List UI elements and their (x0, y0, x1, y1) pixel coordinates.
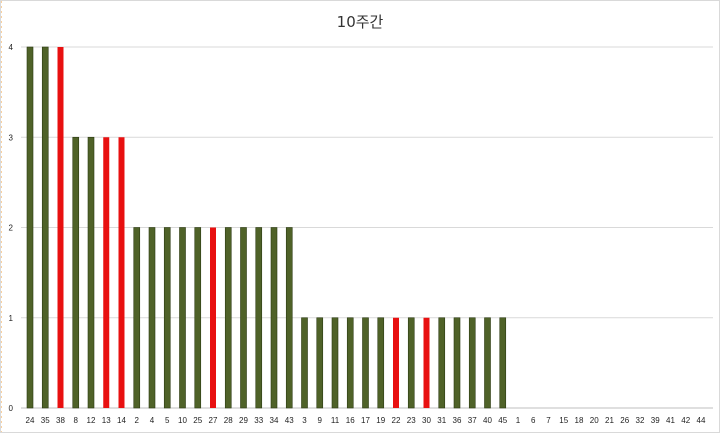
x-tick-label: 15 (559, 416, 568, 425)
bar-36 (453, 317, 461, 409)
bar-25 (194, 227, 202, 409)
y-tick-label: 2 (9, 224, 14, 233)
bar-2 (133, 227, 141, 409)
bar-37 (468, 317, 476, 409)
x-tick-label: 26 (620, 416, 629, 425)
x-tick-label: 23 (407, 416, 416, 425)
bar-35 (41, 46, 49, 409)
y-tick-label: 4 (9, 43, 14, 52)
bar-14 (118, 137, 125, 408)
x-tick-label: 40 (483, 416, 492, 425)
x-tick-label: 16 (346, 416, 355, 425)
x-tick-label: 8 (74, 416, 79, 425)
x-tick-label: 14 (117, 416, 126, 425)
bar-16 (346, 317, 354, 409)
x-tick-label: 24 (26, 416, 35, 425)
x-tick-label: 10 (178, 416, 187, 425)
bar-33 (255, 227, 263, 409)
x-tick-label: 11 (331, 416, 340, 425)
bar-19 (377, 317, 385, 409)
x-tick-label: 44 (697, 416, 706, 425)
x-tick-label: 42 (681, 416, 690, 425)
x-tick-label: 37 (468, 416, 477, 425)
x-tick-label: 20 (590, 416, 599, 425)
chart-title: 10주간 (336, 13, 384, 31)
x-tick-label: 21 (605, 416, 614, 425)
bar-13 (103, 137, 110, 408)
x-tick-label: 38 (56, 416, 65, 425)
bar-17 (362, 317, 369, 409)
x-tick-label: 2 (135, 416, 140, 425)
x-tick-label: 32 (636, 416, 645, 425)
x-tick-label: 22 (392, 416, 401, 425)
x-tick-label: 13 (102, 416, 111, 425)
bar-22 (393, 317, 399, 408)
x-tick-label: 1 (516, 416, 521, 425)
x-tick-label: 5 (165, 416, 170, 425)
bar-5 (163, 227, 171, 409)
y-tick-label: 0 (9, 404, 14, 413)
x-tick-label: 39 (651, 416, 660, 425)
bar-27 (210, 227, 216, 408)
x-tick-label: 3 (302, 416, 307, 425)
x-tick-label: 18 (575, 416, 584, 425)
bar-3 (301, 317, 308, 409)
x-tick-label: 12 (87, 416, 96, 425)
bar-24 (26, 46, 34, 409)
bar-43 (285, 227, 293, 409)
x-tick-label: 9 (318, 416, 323, 425)
x-tick-label: 31 (437, 416, 446, 425)
x-tick-label: 35 (41, 416, 50, 425)
y-tick-label: 1 (9, 314, 14, 323)
bar-9 (316, 317, 324, 409)
x-tick-label: 17 (361, 416, 370, 425)
x-tick-label: 4 (150, 416, 155, 425)
bar-11 (331, 317, 339, 409)
x-tick-label: 29 (239, 416, 248, 425)
bar-29 (240, 227, 247, 409)
left-edge-accent (1, 1, 2, 432)
bar-34 (270, 227, 278, 409)
x-tick-label: 7 (546, 416, 551, 425)
x-tick-label: 19 (376, 416, 385, 425)
x-tick-label: 45 (498, 416, 507, 425)
x-tick-label: 6 (531, 416, 536, 425)
x-tick-label: 27 (209, 416, 218, 425)
bar-40 (484, 317, 491, 409)
y-tick-label: 3 (9, 133, 14, 142)
bar-28 (224, 227, 232, 409)
bar-38 (57, 47, 64, 408)
x-tick-label: 30 (422, 416, 431, 425)
x-tick-label: 25 (193, 416, 202, 425)
bar-45 (499, 317, 507, 409)
x-tick-label: 41 (666, 416, 675, 425)
bar-4 (148, 227, 156, 409)
bar-8 (72, 136, 80, 409)
x-tick-label: 36 (453, 416, 462, 425)
x-tick-label: 43 (285, 416, 294, 425)
bar-31 (438, 317, 446, 409)
x-tick-label: 34 (270, 416, 279, 425)
bar-23 (407, 317, 415, 409)
bar-10 (179, 227, 186, 409)
x-tick-label: 28 (224, 416, 233, 425)
x-tick-label: 33 (254, 416, 263, 425)
bar-12 (87, 136, 95, 409)
bar-30 (423, 317, 430, 408)
